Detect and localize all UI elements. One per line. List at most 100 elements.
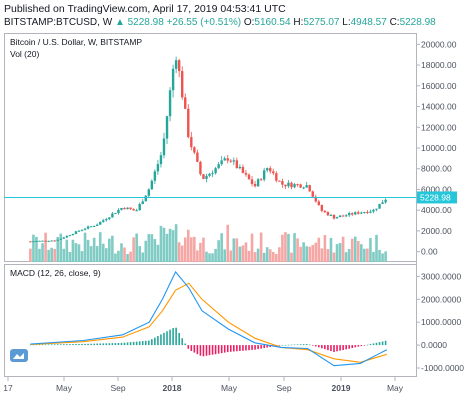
candle-body [80,229,84,231]
candle-body [65,235,69,238]
candle-body [177,60,181,72]
histogram-bar [75,344,77,346]
histogram-bar [321,345,323,349]
candle-body [341,215,345,217]
histogram-bar [47,344,50,346]
volume-bar [183,237,187,262]
histogram-bar [169,329,171,346]
volume-bar [101,243,105,262]
histogram-bar [120,342,123,346]
histogram-bar [281,345,284,346]
time-tick-label: Sep [276,383,291,393]
volume-bar [384,251,387,262]
tradingview-logo [10,349,28,362]
volume-bar [86,239,90,262]
volume-bar [341,236,345,262]
volume-bar [338,243,342,262]
chart-header: Published on TradingView.com, April 17, … [0,0,474,32]
candle-body [108,217,111,220]
histogram-bar [190,345,193,351]
candle-body [114,213,117,215]
histogram-bar [184,343,187,346]
candle-body [35,240,38,242]
candle-body [238,166,242,169]
histogram-bar [314,345,317,347]
macd-axis: 3000.0000 2000.0000 1000.0000 0.0000 -1000.0… [416,271,464,373]
volume-bar [132,237,135,262]
volume-bar [35,236,38,262]
volume-bar [347,248,351,262]
histogram-bar [342,345,344,350]
volume-bar [314,242,318,262]
volume-bar [144,240,148,262]
histogram-bar [96,343,98,346]
candle-body [129,207,132,210]
volume-bar [165,233,169,262]
volume-bar [353,236,357,262]
open-label: O: [243,17,255,28]
volume-bar [326,249,330,262]
price-tick-label: 4000.00 [421,205,452,215]
histogram-bar [269,345,272,348]
volume-bar [235,238,239,262]
close-label: C: [389,17,400,28]
macd-pane-frame [4,264,417,377]
candle-body [50,240,53,242]
histogram-bar [66,344,68,346]
candle-body [278,180,281,182]
volume-bar [80,251,84,262]
candle-body [351,213,354,215]
volume-bar [296,238,299,262]
volume-bar [299,246,302,262]
candle-body [135,210,138,212]
candle-body [296,184,299,186]
candle-body [332,214,336,219]
price-tick-label: 2000.00 [421,226,452,236]
volume-bar [317,237,321,262]
candle-body [71,233,75,236]
histogram-bar [72,344,74,346]
volume-bar [308,246,312,262]
price-tick-label: 10000.00 [421,143,457,153]
price-tick-label: 6000.00 [421,184,452,194]
histogram-bar [84,343,86,346]
candle-body [232,160,236,162]
histogram-bar [193,345,196,353]
histogram-bar [251,345,253,350]
histogram-bar [330,345,332,352]
candle-body [347,213,351,216]
price-tick-label: 8000.00 [421,164,452,174]
histogram-bar [308,344,311,346]
volume-bar [241,245,245,262]
histogram-bar [126,342,129,346]
volume-bar [138,246,141,262]
histogram-bar [41,344,44,346]
histogram-bar [172,328,174,346]
volume-bar [268,249,272,262]
candle-body [168,90,172,117]
volume-bar [256,248,260,262]
volume-bar [375,234,378,262]
volume-bar [105,248,108,262]
volume-bar [177,242,181,262]
last-price-tag-box [417,191,457,204]
histogram-bar [56,344,59,346]
histogram-bar [242,345,244,351]
time-tick-label: 2018 [163,383,182,393]
volume-bar [378,249,381,262]
histogram-bar [223,345,226,353]
histogram-bar [339,345,341,351]
volume-bar [329,237,333,262]
price-change: +26.55 (+0.51%) [166,17,242,28]
volume-bar [156,244,160,262]
candle-body [117,209,120,214]
time-tick-label: May [221,383,238,393]
candle-body [138,204,141,211]
volume-bar [29,248,32,262]
volume-bar [253,252,257,262]
histogram-bar [257,345,259,350]
macd-legend-title: MACD (12, 26, close, 9) [10,268,101,278]
histogram-bar [53,344,56,346]
histogram-bar [248,345,250,351]
